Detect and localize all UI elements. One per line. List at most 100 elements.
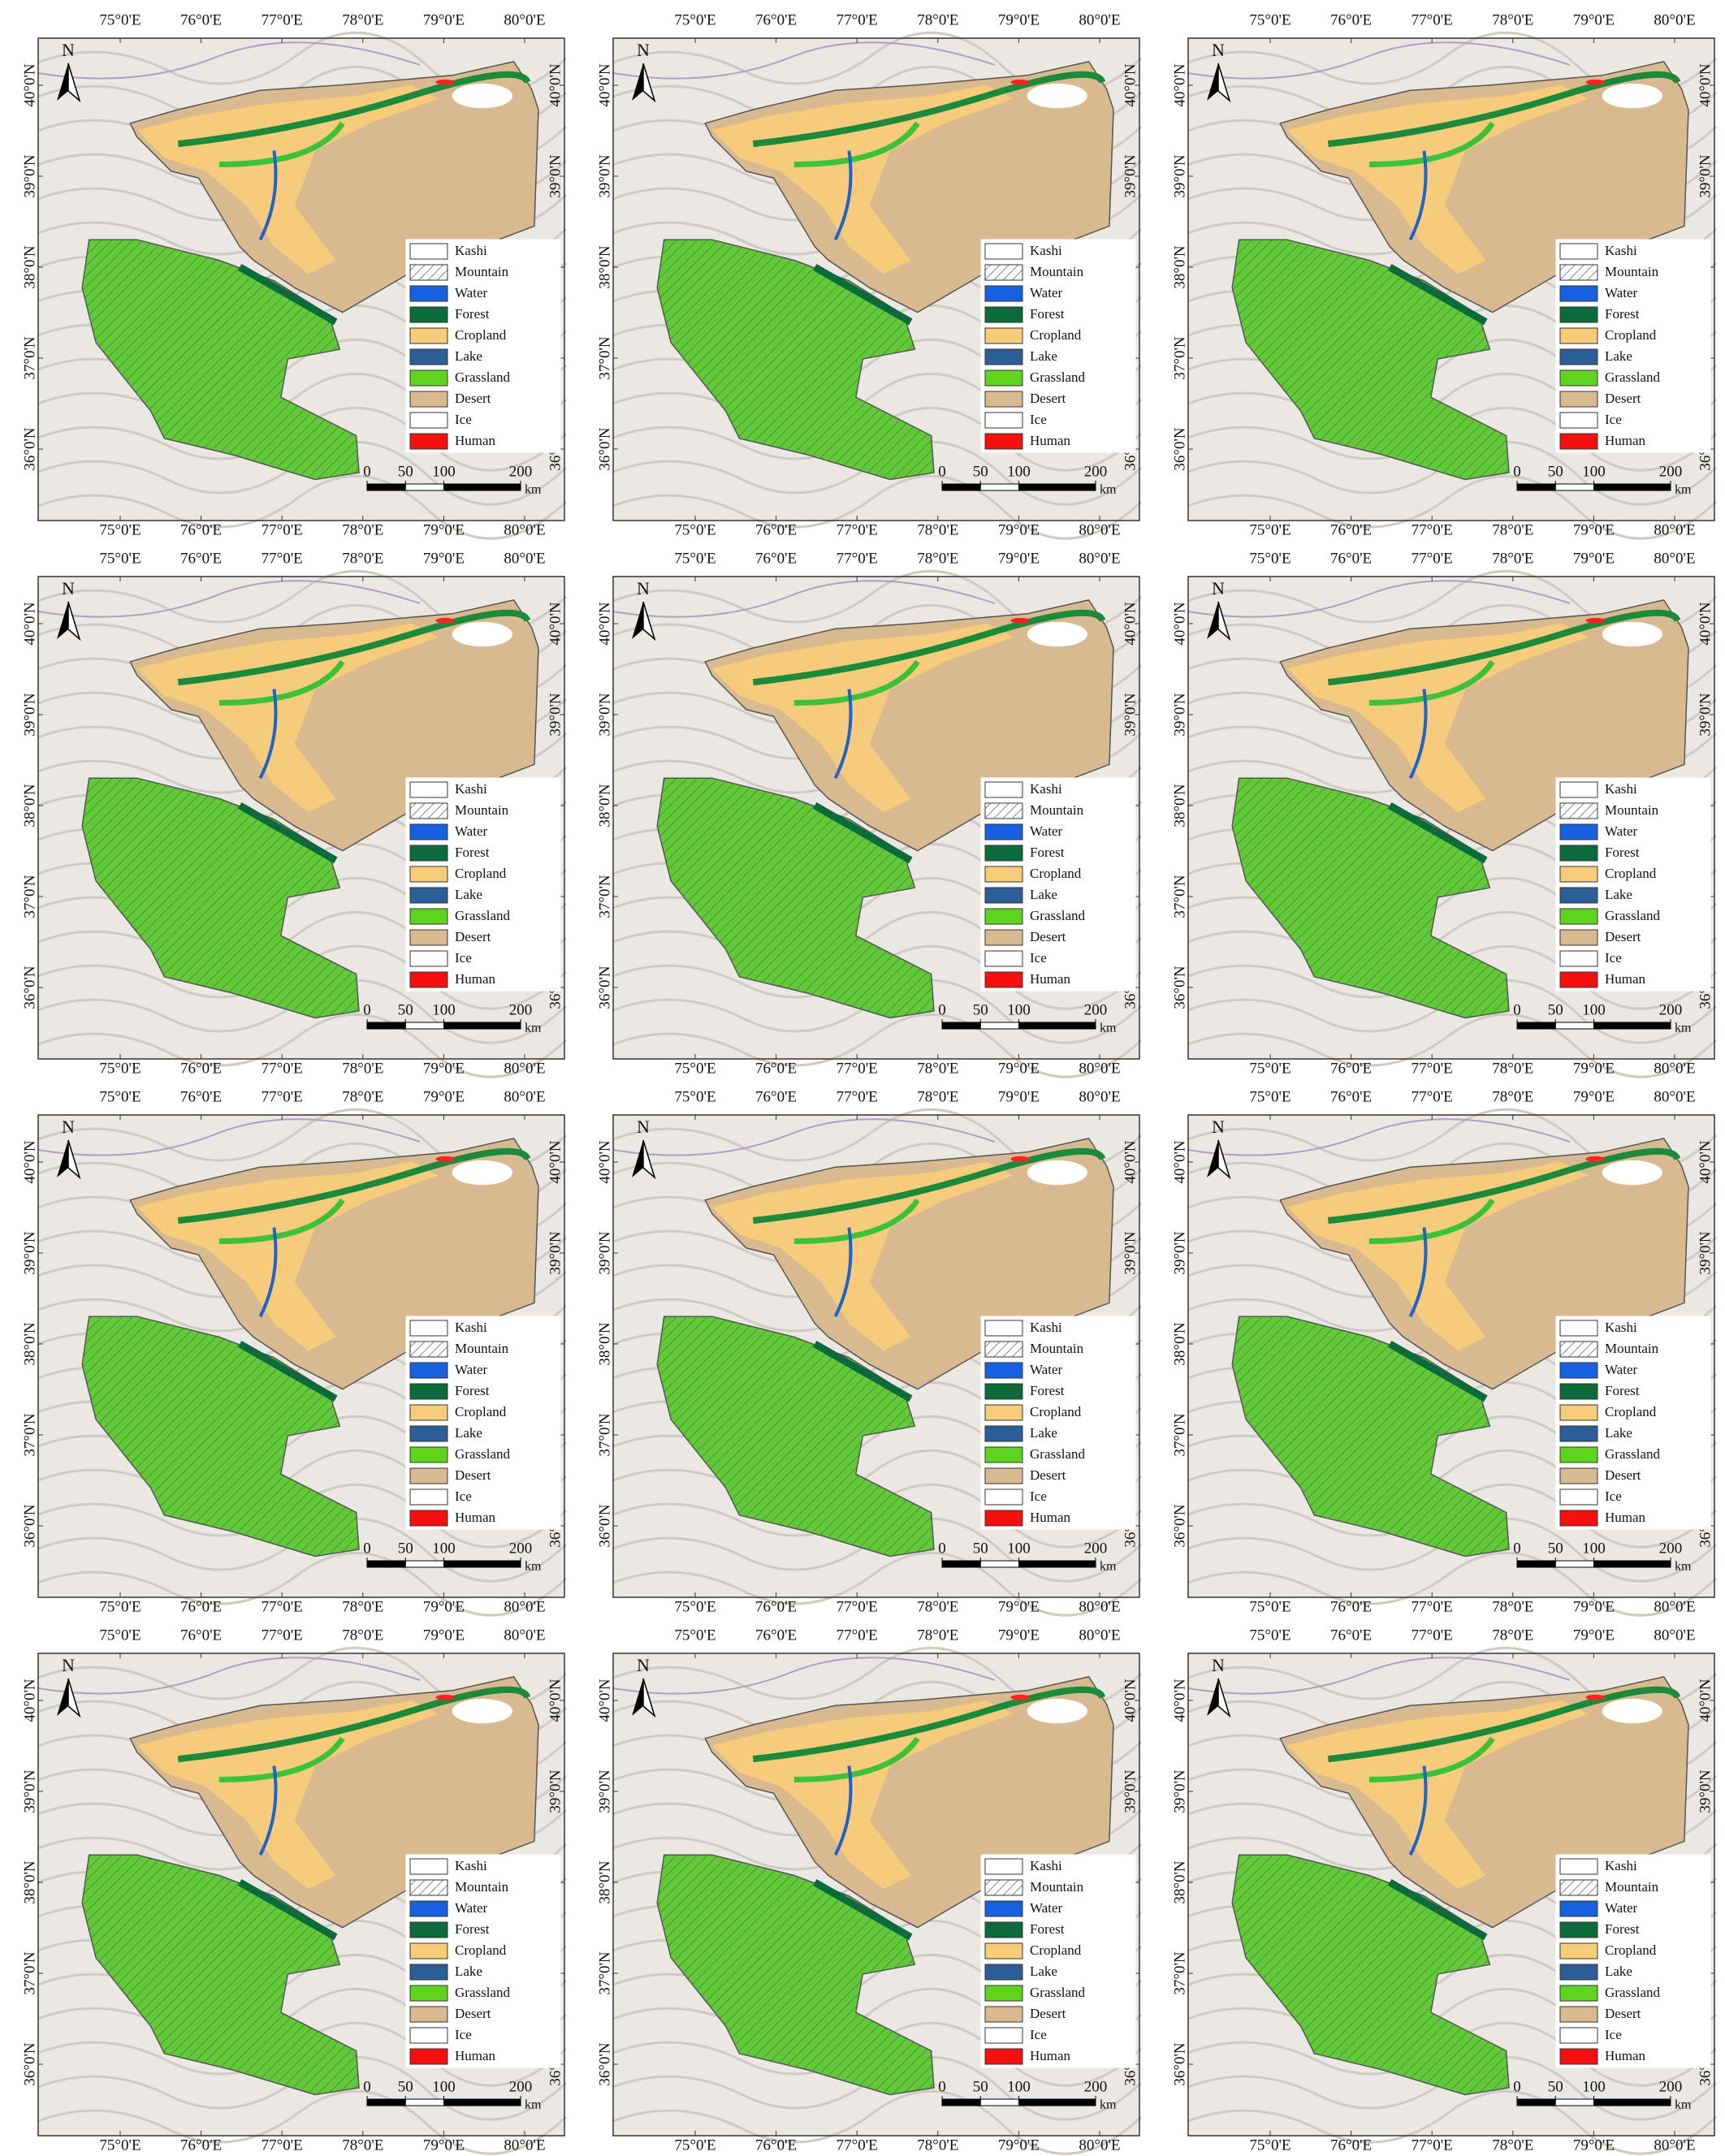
legend-label: Grassland — [1030, 908, 1085, 923]
ice-patch — [1602, 1698, 1662, 1724]
scale-label: 100 — [1007, 1001, 1031, 1018]
legend-label: Kashi — [455, 781, 487, 797]
lon-label: 79°0'E — [423, 550, 465, 567]
lon-label: 77°0'E — [1412, 550, 1453, 567]
lat-label: 37°0'N — [596, 1413, 613, 1457]
river — [833, 1227, 853, 1318]
map-frame — [1187, 1653, 1715, 2137]
scale-label: 100 — [1582, 1540, 1606, 1557]
lat-label: 36°0'N — [596, 2042, 613, 2086]
lon-label: 77°0'E — [262, 1598, 303, 1615]
lon-label: 77°0'E — [837, 521, 878, 538]
map-panel: 75°0'E 75°0'E 76°0'E 76°0'E 77°0'E 77°0'E 78°0… — [1171, 11, 1718, 540]
lon-label: 78°0'E — [1492, 1060, 1533, 1077]
north-label: N — [637, 1117, 650, 1137]
legend-swatch — [409, 1362, 448, 1379]
lon-label: 77°0'E — [1412, 1060, 1453, 1077]
lon-label: 76°0'E — [180, 1627, 222, 1644]
lon-label: 76°0'E — [1330, 1088, 1372, 1105]
lon-label: 77°0'E — [262, 521, 303, 538]
legend-label: Mountain — [1605, 802, 1659, 818]
legend-swatch — [984, 802, 1023, 819]
lon-label: 79°0'E — [1573, 1627, 1615, 1644]
human-patch — [435, 617, 456, 624]
legend-label: Grassland — [1605, 1446, 1660, 1462]
lon-label: 77°0'E — [837, 1627, 878, 1644]
legend-label: Desert — [455, 391, 491, 406]
lon-label: 75°0'E — [674, 2137, 716, 2154]
scale-label: 0 — [1513, 1001, 1521, 1018]
legend-swatch — [1559, 264, 1598, 281]
river — [833, 150, 853, 241]
lon-label: 76°0'E — [1330, 11, 1372, 28]
legend-label: Grassland — [1030, 1446, 1085, 1462]
scale-label: 100 — [1007, 2078, 1031, 2095]
lat-label: 37°0'N — [21, 1413, 38, 1457]
scale-segment — [443, 1560, 521, 1568]
scale-segment — [404, 483, 444, 491]
legend-label: Mountain — [1605, 1879, 1659, 1895]
legend-label: Desert — [455, 1467, 491, 1483]
legend-label: Lake — [1030, 1964, 1057, 1979]
legend-swatch — [409, 433, 448, 450]
legend-label: Ice — [1030, 1488, 1047, 1504]
scale-label: 50 — [398, 1540, 413, 1557]
lon-label: 79°0'E — [423, 521, 465, 538]
lon-label: 78°0'E — [917, 1598, 958, 1615]
legend-label: Lake — [455, 887, 482, 902]
lon-label: 75°0'E — [99, 1088, 141, 1105]
lon-label: 75°0'E — [1249, 521, 1291, 538]
lon-label: 80°0'E — [1079, 1598, 1120, 1615]
cropland-region — [136, 84, 439, 274]
terrain-line — [37, 474, 568, 540]
forest-strip — [218, 121, 345, 167]
scale-segment — [941, 1560, 981, 1568]
human-patch — [1585, 1694, 1606, 1700]
human-patch — [435, 79, 456, 85]
legend-swatch — [984, 887, 1023, 904]
forest-strip — [793, 1198, 920, 1244]
legend-label: Desert — [1605, 1467, 1641, 1483]
north-label: N — [1212, 40, 1225, 60]
legend-swatch — [409, 823, 448, 840]
map-panel: 75°0'E 75°0'E 76°0'E 76°0'E 77°0'E 77°0'E 78°0… — [1171, 550, 1718, 1078]
legend-label: Grassland — [455, 1985, 510, 2000]
legend-swatch — [409, 1341, 448, 1358]
scale-segment — [979, 1022, 1019, 1030]
lat-label: 37°0'N — [1171, 875, 1188, 918]
lon-label: 77°0'E — [837, 550, 878, 567]
legend-label: Mountain — [1030, 264, 1084, 279]
lon-label: 77°0'E — [262, 1088, 303, 1105]
lon-label: 79°0'E — [423, 11, 465, 28]
map-panel: 75°0'E 75°0'E 76°0'E 76°0'E 77°0'E 77°0'E 78°0… — [596, 11, 1143, 540]
lat-label: 40°0'N — [21, 602, 38, 646]
legend-swatch — [1559, 327, 1598, 344]
lon-label: 79°0'E — [998, 1598, 1040, 1615]
scale-segment — [1593, 483, 1671, 491]
north-arrow — [67, 1139, 81, 1180]
lon-label: 78°0'E — [1492, 2137, 1533, 2154]
lon-label: 75°0'E — [1249, 1088, 1291, 1105]
river — [258, 150, 278, 241]
map-panel: 75°0'E 75°0'E 76°0'E 76°0'E 77°0'E 77°0'E 78°0… — [1171, 1627, 1718, 2155]
river — [833, 689, 853, 780]
forest-strip — [1368, 659, 1495, 706]
lon-label: 79°0'E — [1573, 521, 1615, 538]
north-label: N — [62, 1117, 75, 1137]
scale-unit: km — [1675, 1022, 1692, 1035]
legend-label: Ice — [455, 1488, 472, 1504]
lat-label: 38°0'N — [596, 245, 613, 289]
legend-label: Grassland — [455, 369, 510, 385]
north-arrow — [642, 63, 656, 103]
scale-unit: km — [525, 1022, 542, 1035]
legend-swatch — [1559, 1921, 1598, 1938]
cropland-region — [1286, 1161, 1589, 1351]
legend-swatch — [1559, 802, 1598, 819]
legend-label: Human — [1605, 971, 1646, 987]
lon-label: 78°0'E — [342, 521, 383, 538]
legend-swatch — [984, 950, 1023, 967]
scale-segment — [1554, 1022, 1594, 1030]
ice-patch — [1602, 621, 1662, 647]
scale-unit: km — [1675, 2098, 1692, 2112]
lon-label: 77°0'E — [837, 11, 878, 28]
